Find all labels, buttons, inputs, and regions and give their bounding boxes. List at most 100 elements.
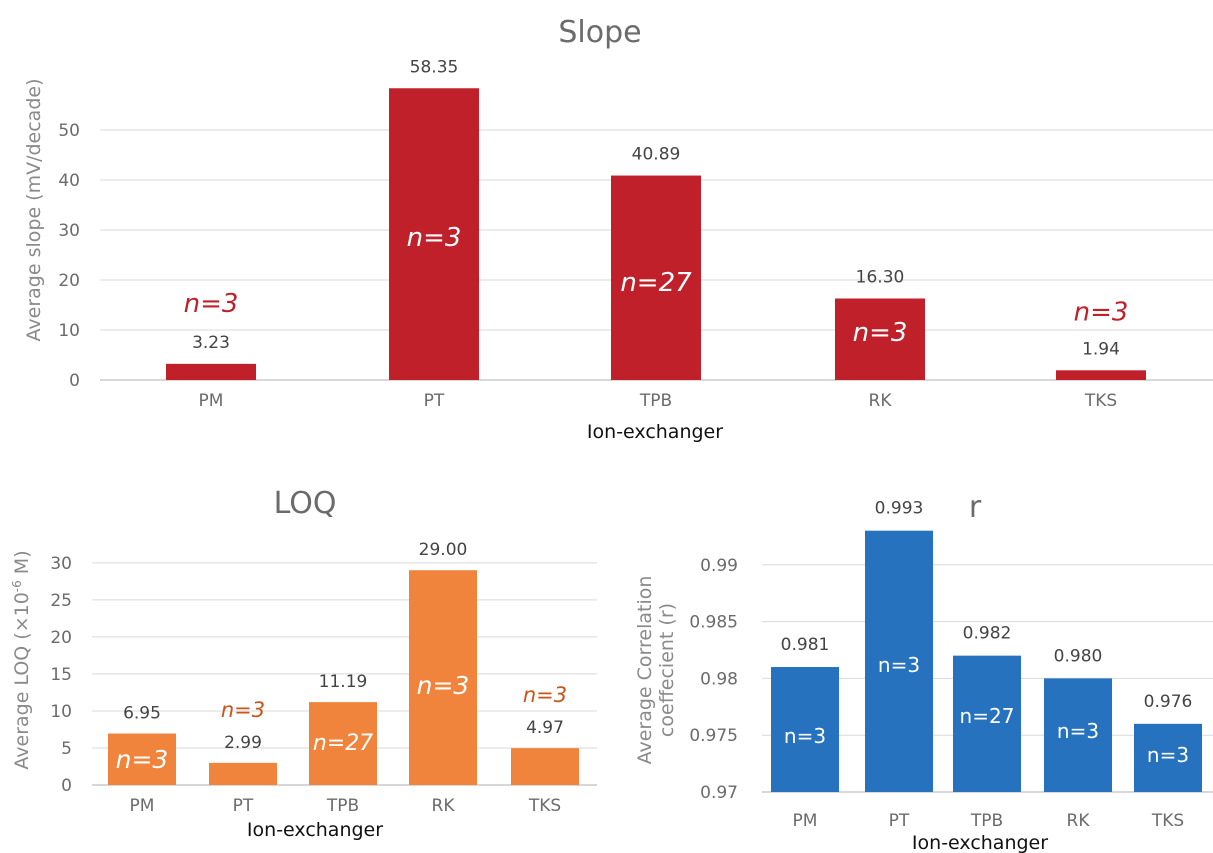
slope-category-label: PT [424,391,445,411]
r-x-axis-title: Ion-exchanger [912,832,1048,853]
loq-category-labels: PM PT TPB RK TKS [130,796,562,816]
loq-category-label: TKS [528,796,561,816]
slope-bar-pt [389,88,479,380]
loq-y-axis-title-sup: -6 [10,580,24,592]
slope-y-tick-labels: 0 10 20 30 40 50 [58,121,80,391]
loq-x-axis-title: Ion-exchanger [247,819,383,841]
slope-y-tick-label: 20 [58,271,80,291]
r-n-label: n=3 [1147,743,1189,767]
slope-bar-pm [166,363,256,380]
r-chart-title: r [969,490,982,525]
r-category-label: TKS [1151,811,1184,831]
r-n-label: n=3 [784,724,826,748]
r-n-labels: n=3 n=3 n=27 n=3 n=3 [784,653,1189,767]
r-y-tick-label: 0.98 [700,669,738,689]
loq-n-label: n=3 [116,745,169,774]
loq-chart-title: LOQ [274,486,337,521]
r-category-label: PT [889,811,910,831]
slope-n-label: n=3 [853,318,908,348]
loq-data-label: 4.97 [526,718,564,738]
loq-chart: LOQ 0 5 10 15 20 25 30 PM PT TPB RK TKS 6.95 2.99 11… [10,486,597,841]
r-data-label: 0.981 [781,635,830,655]
loq-data-label: 2.99 [224,733,262,753]
r-chart: r 0.97 0.975 0.98 0.985 0.99 PM PT TPB RK TKS 0.… [634,490,1213,853]
loq-data-label: 11.19 [319,672,368,692]
slope-n-labels: n=3 n=3 n=27 n=3 n=3 [184,223,1129,348]
r-bars [771,530,1202,792]
slope-data-label: 16.30 [856,268,905,288]
slope-category-labels: PM PT TPB RK TKS [199,391,1118,411]
loq-data-labels: 6.95 2.99 11.19 29.00 4.97 [123,540,564,753]
r-category-label: RK [1067,811,1091,831]
slope-y-tick-label: 0 [69,371,80,391]
r-y-tick-labels: 0.97 0.975 0.98 0.985 0.99 [689,556,738,803]
loq-bar-pt [209,762,277,785]
r-bar-pt [865,530,933,792]
loq-n-label: n=27 [313,731,373,756]
r-n-label: n=27 [960,704,1015,728]
slope-bars [166,88,1146,380]
loq-bar-rk [409,570,477,785]
r-data-label: 0.976 [1144,692,1193,712]
slope-n-label: n=3 [407,223,462,253]
slope-y-tick-label: 10 [58,321,80,341]
loq-y-tick-label: 15 [50,665,72,685]
r-y-tick-label: 0.985 [689,613,738,633]
slope-x-axis-title: Ion-exchanger [587,421,723,443]
loq-bar-tpb [309,702,377,785]
slope-data-label: 1.94 [1082,339,1120,359]
loq-y-tick-label: 0 [61,776,72,796]
loq-category-label: TPB [326,796,359,816]
slope-data-label: 58.35 [410,57,459,77]
r-category-label: TPB [970,811,1003,831]
slope-bar-tpb [611,175,701,380]
r-data-labels: 0.981 0.993 0.982 0.980 0.976 [781,499,1193,712]
r-category-labels: PM PT TPB RK TKS [793,811,1185,831]
r-y-axis-title-line2: coeffecient (r) [656,603,678,737]
r-n-label: n=3 [878,653,920,677]
r-data-label: 0.993 [875,499,924,519]
slope-bar-rk [835,298,925,380]
slope-data-label: 3.23 [192,333,230,353]
slope-chart-title: Slope [558,15,641,50]
slope-y-tick-label: 50 [58,121,80,141]
loq-category-label: PM [130,796,155,816]
loq-y-tick-label: 20 [50,628,72,648]
loq-y-axis-title-end: M) [11,550,33,580]
loq-y-tick-label: 5 [61,739,72,759]
slope-category-label: RK [869,391,893,411]
loq-data-label: 29.00 [419,540,468,560]
r-bar-tks [1134,723,1202,792]
r-bar-pm [771,667,839,792]
r-data-label: 0.982 [963,624,1012,644]
r-bar-rk [1044,678,1112,792]
r-category-label: PM [793,811,818,831]
loq-y-tick-labels: 0 5 10 15 20 25 30 [50,554,72,796]
r-n-label: n=3 [1057,719,1099,743]
loq-bars [108,570,579,785]
r-y-axis-title-line1: Average Correlation [634,576,656,765]
loq-category-label: RK [432,796,456,816]
loq-n-label: n=3 [417,671,470,700]
slope-category-label: PM [199,391,224,411]
loq-y-tick-label: 30 [50,554,72,574]
r-data-label: 0.980 [1054,646,1103,666]
loq-data-label: 6.95 [123,704,161,724]
slope-n-label: n=27 [620,268,692,298]
loq-y-axis-title-main: Average LOQ (×10 [11,592,33,769]
slope-category-label: TKS [1084,391,1117,411]
slope-y-tick-label: 40 [58,171,80,191]
r-y-tick-label: 0.99 [700,556,738,576]
slope-category-label: TPB [639,391,672,411]
r-y-tick-label: 0.97 [700,783,738,803]
r-bar-tpb [953,655,1021,792]
r-y-tick-label: 0.975 [689,726,738,746]
slope-n-label: n=3 [184,289,239,319]
loq-n-label: n=3 [523,683,567,707]
loq-bar-pm [108,733,176,785]
slope-y-tick-label: 30 [58,221,80,241]
loq-y-tick-label: 25 [50,591,72,611]
slope-data-label: 40.89 [632,145,681,165]
slope-bar-tks [1056,370,1146,380]
